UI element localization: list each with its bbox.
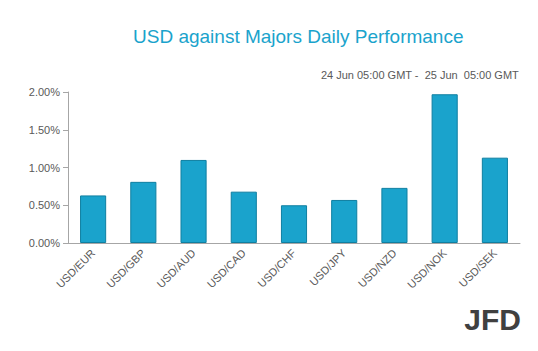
svg-text:2.00%: 2.00%: [29, 86, 60, 98]
svg-text:1.00%: 1.00%: [29, 162, 60, 174]
svg-text:JFD: JFD: [464, 303, 521, 336]
svg-text:USD/CHF: USD/CHF: [255, 247, 298, 290]
svg-text:0.00%: 0.00%: [29, 237, 60, 249]
svg-text:0.50%: 0.50%: [29, 199, 60, 211]
svg-text:1.50%: 1.50%: [29, 124, 60, 136]
svg-text:USD/JPY: USD/JPY: [307, 246, 349, 288]
svg-text:USD against Majors Daily Perfo: USD against Majors Daily Performance: [133, 26, 464, 47]
svg-text:24 Jun 05:00 GMT - 25 Jun 05: 24 Jun 05:00 GMT - 25 Jun 05:00 GMT: [321, 69, 519, 81]
svg-text:USD/GBP: USD/GBP: [104, 247, 147, 290]
svg-text:USD/AUD: USD/AUD: [154, 247, 197, 290]
svg-text:USD/EUR: USD/EUR: [54, 247, 97, 290]
svg-text:USD/NOK: USD/NOK: [405, 246, 449, 290]
svg-text:USD/SEK: USD/SEK: [457, 246, 500, 289]
svg-text:USD/NZD: USD/NZD: [356, 247, 399, 290]
svg-text:USD/CAD: USD/CAD: [205, 247, 248, 290]
